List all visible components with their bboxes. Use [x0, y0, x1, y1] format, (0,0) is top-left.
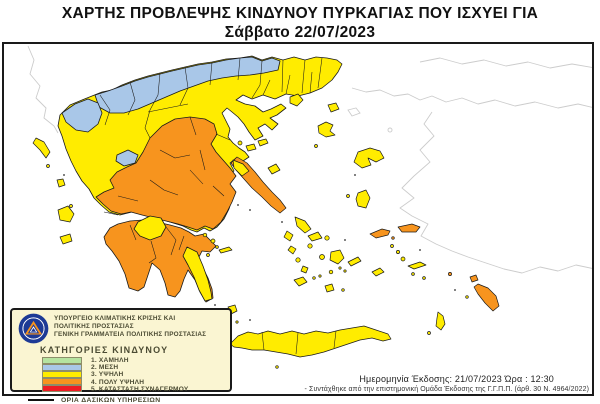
org-line-1: ΥΠΟΥΡΓΕΙΟ ΚΛΙΜΑΤΙΚΗΣ ΚΡΙΣΗΣ ΚΑΙ [54, 315, 176, 322]
legend-heading: ΚΑΤΗΓΟΡΙΕΣ ΚΙΝΔΥΝΟΥ [40, 345, 169, 355]
crete-island [229, 325, 392, 369]
cyclades-islands [283, 216, 362, 293]
sporades-islands [237, 138, 281, 175]
title-line-1: ΧΑΡΤΗΣ ΠΡΟΒΛΕΨΗΣ ΚΙΝΔΥΝΟΥ ΠΥΡΚΑΓΙΑΣ ΠΟΥ … [61, 5, 539, 22]
org-line-2: ΠΟΛΙΤΙΚΗΣ ΠΡΟΣΤΑΣΙΑΣ [54, 323, 134, 330]
saronic-islands [202, 232, 233, 257]
legend-box: ΥΠΟΥΡΓΕΙΟ ΚΛΙΜΑΤΙΚΗΣ ΚΡΙΣΗΣ ΚΑΙ ΠΟΛΙΤΙΚΗ… [10, 308, 232, 404]
neighbor-coastlines [27, 45, 592, 274]
boundary-label: ΟΡΙΑ ΔΑΣΙΚΩΝ ΥΠΗΡΕΣΙΩΝ [61, 396, 161, 404]
legend-item-alarm: 5. ΚΑΤΑΣΤΑΣΗ ΣΥΝΑΓΕΡΜΟΥ [42, 385, 225, 393]
risk-swatch-low [42, 356, 82, 364]
risk-swatch-alarm [42, 385, 82, 393]
organization-name: ΥΠΟΥΡΓΕΙΟ ΚΛΙΜΑΤΙΚΗΣ ΚΡΙΣΗΣ ΚΑΙ ΠΟΛΙΤΙΚΗ… [54, 313, 206, 339]
north-aegean-islands [289, 93, 421, 240]
legend-item-label: 5. ΚΑΤΑΣΤΑΣΗ ΣΥΝΑΓΕΡΜΟΥ [91, 385, 189, 393]
map-frame: ΥΠΟΥΡΓΕΙΟ ΚΛΙΜΑΤΙΚΗΣ ΚΡΙΣΗΣ ΚΑΙ ΠΟΛΙΤΙΚΗ… [2, 42, 594, 404]
legend-item-very-high: 4. ΠΟΛΥ ΥΨΗΛΗ [42, 378, 225, 386]
central-medium-zone [115, 149, 139, 167]
legend-categories: 1. ΧΑΜΗΛΗ 2. ΜΕΣΗ 3. ΥΨΗΛΗ 4. ΠΟΛΥ ΥΨΗΛΗ… [42, 356, 225, 393]
forest-boundary-legend: ΟΡΙΑ ΔΑΣΙΚΩΝ ΥΠΗΡΕΣΙΩΝ [28, 397, 225, 404]
legend-item-label: 2. ΜΕΣΗ [91, 364, 119, 372]
legend-item-low: 1. ΧΑΜΗΛΗ [42, 356, 225, 365]
legend-item-high: 3. ΥΨΗΛΗ [42, 370, 225, 379]
org-line-3: ΓΕΝΙΚΗ ΓΡΑΜΜΑΤΕΙΑ ΠΟΛΙΤΙΚΗΣ ΠΡΟΣΤΑΣΙΑΣ [54, 331, 207, 338]
central-greece-region [95, 116, 237, 231]
dodecanese-islands [371, 244, 500, 335]
attribution-text: - Συντάχθηκε από την επιστημονική Ομάδα … [304, 386, 589, 393]
northwest-medium-zone [61, 98, 103, 133]
ionian-islands [32, 137, 75, 245]
risk-swatch-medium [42, 363, 82, 371]
page-title: ΧΑΡΤΗΣ ΠΡΟΒΛΕΨΗΣ ΚΙΝΔΥΝΟΥ ΠΥΡΚΑΓΙΑΣ ΠΟΥ … [0, 5, 600, 43]
risk-swatch-high [42, 370, 82, 379]
small-islets [63, 174, 456, 321]
issue-date-text: Ημερομηνία Έκδοσης: 21/07/2023 Ώρα : 12:… [359, 374, 554, 384]
risk-swatch-very-high [42, 378, 82, 386]
greece-fire-risk-map [27, 45, 592, 369]
title-line-2: Σάββατο 22/07/2023 [224, 23, 376, 41]
legend-item-label: 1. ΧΑΜΗΛΗ [91, 357, 129, 365]
evia-island [230, 156, 287, 214]
mainland-greece [57, 55, 343, 303]
legend-item-label: 3. ΥΨΗΛΗ [91, 371, 124, 379]
legend-item-medium: 2. ΜΕΣΗ [42, 363, 225, 372]
legend-item-label: 4. ΠΟΛΥ ΥΨΗΛΗ [91, 378, 145, 386]
civil-protection-logo [18, 313, 49, 344]
rhodes-island [473, 283, 500, 312]
